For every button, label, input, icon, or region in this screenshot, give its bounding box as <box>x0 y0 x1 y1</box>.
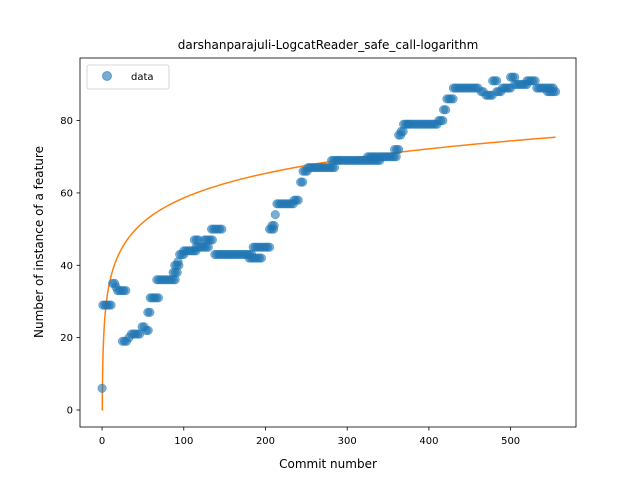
legend-box <box>86 64 170 90</box>
data-point <box>298 177 308 187</box>
data-point <box>256 253 266 263</box>
x-tick-label: 500 <box>501 436 520 447</box>
x-tick-label: 200 <box>256 436 275 447</box>
data-point <box>441 105 451 115</box>
chart-title: darshanparajuli-LogcatReader_safe_call-l… <box>178 38 479 52</box>
data-point <box>106 300 116 310</box>
plot-frame <box>79 57 577 428</box>
y-tick-label: 20 <box>60 333 73 344</box>
data-point <box>121 286 131 296</box>
x-axis-label: Commit number <box>279 457 377 471</box>
data-point <box>394 144 404 155</box>
x-tick-label: 300 <box>338 436 357 447</box>
fit-line <box>101 136 556 411</box>
y-tick-label: 40 <box>60 261 73 272</box>
data-point <box>492 76 502 86</box>
fit-line-layer <box>101 136 556 411</box>
data-point <box>145 307 155 317</box>
x-tick-label: 0 <box>99 436 105 447</box>
x-axis: 0 100 200 300 400 500 <box>99 427 520 447</box>
x-tick-label: 100 <box>174 436 193 447</box>
y-tick-label: 80 <box>60 116 73 127</box>
data-point <box>153 293 163 303</box>
data-point <box>143 325 153 335</box>
data-point <box>97 383 107 393</box>
data-point <box>207 235 217 245</box>
legend: data <box>86 64 170 90</box>
y-axis: 0 20 40 60 80 <box>60 116 80 416</box>
data-point <box>293 195 303 205</box>
y-axis-label: Number of instance of a feature <box>32 146 46 338</box>
data-point <box>270 210 280 220</box>
data-point <box>448 94 458 104</box>
legend-label-data: data <box>131 72 154 83</box>
data-points-layer <box>97 72 561 393</box>
x-tick-label: 400 <box>419 436 438 447</box>
plot-area <box>80 58 576 427</box>
data-point <box>269 220 279 231</box>
data-point <box>551 87 561 97</box>
y-tick-label: 0 <box>67 405 73 416</box>
y-tick-label: 60 <box>60 188 73 199</box>
data-point <box>265 242 275 252</box>
data-point <box>438 116 448 126</box>
data-point <box>217 224 227 234</box>
legend-marker-data <box>102 71 112 81</box>
